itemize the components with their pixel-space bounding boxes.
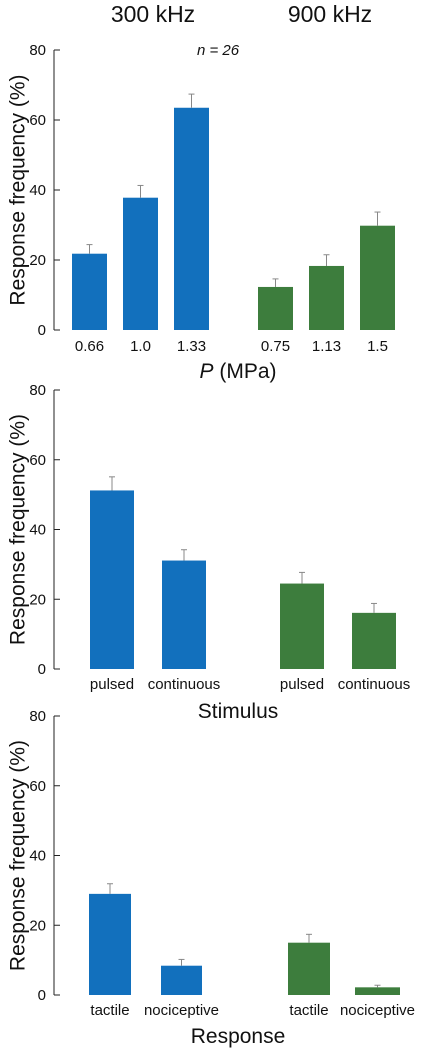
x-axis-label: P (MPa) [199,360,276,383]
y-axis-label: Response frequency (%) [7,740,30,971]
x-tick-label: 1.33 [177,338,206,355]
x-tick-label: 1.0 [130,338,151,355]
x-tick-label: nociceptive [144,1002,219,1019]
x-tick-label: tactile [90,1002,129,1019]
x-tick-label: continuous [338,676,411,693]
y-tick-label: 60 [29,778,46,795]
x-tick-label: pulsed [280,676,324,693]
y-tick-label: 80 [29,42,46,59]
group-label-900khz: 900 kHz [288,1,372,27]
bar [288,942,330,995]
x-axis-label-unit: (MPa) [214,360,277,383]
bar [72,253,107,330]
x-tick-label: tactile [289,1002,328,1019]
bar [162,560,206,669]
bar [258,286,293,330]
y-tick-label: 20 [29,917,46,934]
bar [360,225,395,330]
y-tick-label: 40 [29,848,46,865]
panel-stimulus: 0 20 40 60 80 Response frequency (%) pulsed con… [7,382,411,723]
y-tick-label: 80 [29,382,46,399]
bar [90,490,134,669]
y-axis-label: Response frequency (%) [7,414,30,645]
x-tick-label: 1.5 [367,338,388,355]
x-tick-label: 1.13 [312,338,341,355]
y-tick-label: 40 [29,182,46,199]
panel-response: 0 20 40 60 80 Response frequency (%) tactile no… [7,708,416,1048]
bar [174,107,209,330]
y-tick-label: 20 [29,591,46,608]
y-tick-label: 60 [29,112,46,129]
x-tick-label: continuous [148,676,221,693]
y-tick-label: 80 [29,708,46,725]
y-tick-label: 40 [29,522,46,539]
sample-size-annotation: n = 26 [197,42,240,59]
y-tick-label: 60 [29,452,46,469]
group-label-300khz: 300 kHz [111,1,195,27]
y-tick-label: 20 [29,252,46,269]
bar [355,987,400,995]
x-tick-label: 0.66 [75,338,104,355]
bar [352,612,396,669]
y-tick-label: 0 [38,322,46,339]
bar [280,583,324,669]
x-axis-label: Response [191,1025,286,1048]
x-tick-label: pulsed [90,676,134,693]
bar [89,893,131,995]
bar [309,265,344,330]
panel-pressure: 0 20 40 60 80 Response frequency (%) 0.66 1.0 1.… [7,42,395,383]
x-axis-label-symbol: P [199,360,213,383]
x-tick-label: 0.75 [261,338,290,355]
bar [123,197,158,330]
x-axis-label: Stimulus [198,700,279,723]
y-axis-label: Response frequency (%) [7,74,30,305]
y-tick-label: 0 [38,661,46,678]
y-tick-label: 0 [38,987,46,1004]
x-tick-label: nociceptive [340,1002,415,1019]
bar [161,965,202,995]
